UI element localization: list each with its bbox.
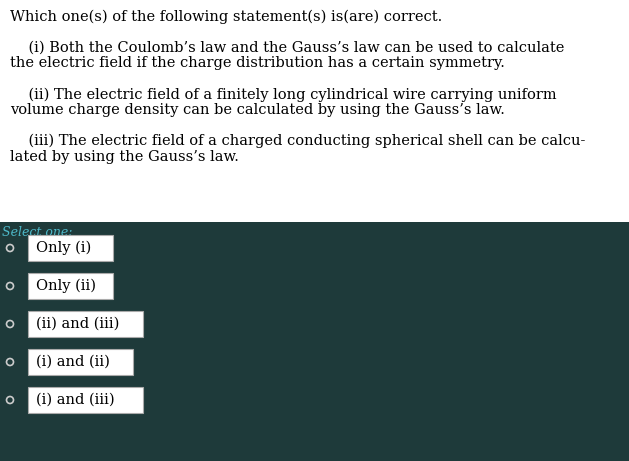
Text: the electric field if the charge distribution has a certain symmetry.: the electric field if the charge distrib… (10, 57, 505, 71)
Text: (i) and (ii): (i) and (ii) (36, 355, 110, 369)
Text: (iii) The electric field of a charged conducting spherical shell can be calcu-: (iii) The electric field of a charged co… (10, 134, 586, 148)
FancyBboxPatch shape (28, 387, 143, 413)
Text: (i) Both the Coulomb’s law and the Gauss’s law can be used to calculate: (i) Both the Coulomb’s law and the Gauss… (10, 41, 564, 55)
Text: lated by using the Gauss’s law.: lated by using the Gauss’s law. (10, 149, 239, 164)
FancyBboxPatch shape (28, 273, 113, 299)
Text: Only (i): Only (i) (36, 241, 91, 255)
FancyBboxPatch shape (28, 349, 133, 375)
Text: volume charge density can be calculated by using the Gauss’s law.: volume charge density can be calculated … (10, 103, 505, 117)
Bar (0, 0, 629, 222)
Text: Only (ii): Only (ii) (36, 279, 96, 293)
FancyBboxPatch shape (28, 311, 143, 337)
Text: Which one(s) of the following statement(s) is(are) correct.: Which one(s) of the following statement(… (10, 10, 442, 24)
Text: (ii) and (iii): (ii) and (iii) (36, 317, 120, 331)
Text: (i) and (iii): (i) and (iii) (36, 393, 114, 407)
Text: (ii) The electric field of a finitely long cylindrical wire carrying uniform: (ii) The electric field of a finitely lo… (10, 88, 557, 102)
FancyBboxPatch shape (28, 235, 113, 261)
Text: Select one:: Select one: (2, 226, 72, 239)
